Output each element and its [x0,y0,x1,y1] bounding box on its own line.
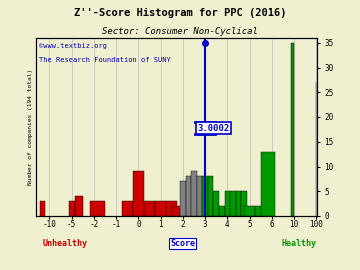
Bar [180,181,186,216]
Bar [241,191,247,216]
Text: The Research Foundation of SUNY: The Research Foundation of SUNY [39,58,171,63]
Bar [219,206,225,216]
Bar [155,201,166,216]
Bar [90,201,105,216]
Bar [75,196,83,216]
Bar [197,176,202,216]
Bar [144,201,155,216]
Bar [225,191,230,216]
Bar [186,176,191,216]
Bar [236,191,241,216]
Bar [261,152,275,216]
Text: Score: Score [170,239,195,248]
Bar [213,191,219,216]
Bar [255,206,266,216]
Bar [230,191,236,216]
Y-axis label: Number of companies (194 total): Number of companies (194 total) [28,69,33,185]
Bar [244,206,255,216]
Text: Z''-Score Histogram for PPC (2016): Z''-Score Histogram for PPC (2016) [74,8,286,18]
Bar [191,171,197,216]
Text: Sector: Consumer Non-Cyclical: Sector: Consumer Non-Cyclical [102,27,258,36]
Bar [202,176,208,216]
Text: 3.0002: 3.0002 [197,124,230,133]
Bar [166,201,177,216]
Bar [208,176,213,216]
Text: Healthy: Healthy [282,239,316,248]
Bar [291,43,294,216]
Bar [69,201,75,216]
Text: ©www.textbiz.org: ©www.textbiz.org [39,43,107,49]
Bar [40,201,45,216]
Bar [172,206,183,216]
Bar [133,171,144,216]
Bar [122,201,133,216]
Text: Unhealthy: Unhealthy [42,239,87,248]
